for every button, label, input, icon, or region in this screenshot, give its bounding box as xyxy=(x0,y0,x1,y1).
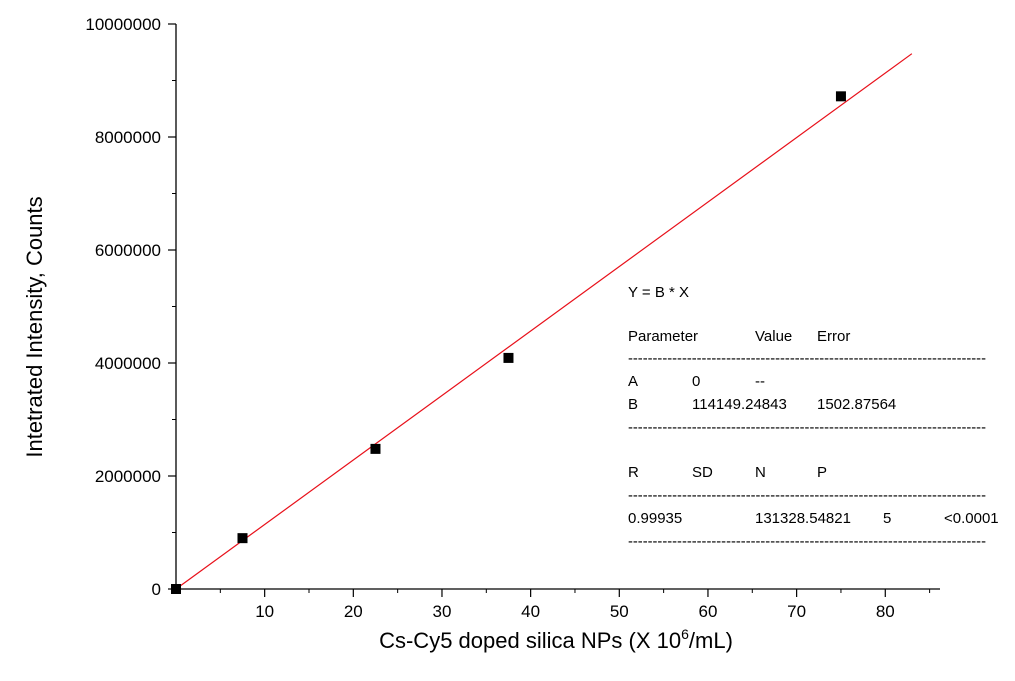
axes xyxy=(175,24,940,590)
y-tick-label: 8000000 xyxy=(95,128,161,147)
y-tick-label: 0 xyxy=(152,580,161,599)
data-points xyxy=(171,91,846,594)
param-b-error: 1502.87564 xyxy=(817,396,896,413)
separator-line: ----------------------------------------… xyxy=(628,350,986,367)
param-header-error: Error xyxy=(817,328,850,345)
stat-n-value: 5 xyxy=(883,510,891,527)
fit-results-table: Y = B * X Parameter Value Error --------… xyxy=(628,284,999,550)
x-tick-label: 80 xyxy=(876,602,895,621)
fit-equation: Y = B * X xyxy=(628,284,689,301)
stat-header-r: R xyxy=(628,464,639,481)
x-tick-label: 50 xyxy=(610,602,629,621)
separator-line: ----------------------------------------… xyxy=(628,533,986,550)
y-tick-label: 10000000 xyxy=(85,15,161,34)
stat-r-value: 0.99935 xyxy=(628,510,682,527)
separator-line: ----------------------------------------… xyxy=(628,487,986,504)
stat-header-p: P xyxy=(817,464,827,481)
data-point xyxy=(171,584,181,594)
tick-labels: 10 20 30 40 50 60 70 80020000004000000600000080… xyxy=(85,15,894,621)
data-point xyxy=(237,533,248,544)
y-tick-label: 2000000 xyxy=(95,467,161,486)
x-tick-label: 10 xyxy=(255,602,274,621)
param-a-name: A xyxy=(628,373,638,390)
x-axis-title-superscript: 6 xyxy=(681,626,689,642)
data-point xyxy=(503,352,514,363)
x-axis-title-suffix: /mL) xyxy=(689,628,733,653)
param-a-value: 0 xyxy=(692,373,700,390)
stat-p-value: <0.0001 xyxy=(944,510,999,527)
ticks xyxy=(168,23,931,597)
stat-header-n: N xyxy=(755,464,766,481)
x-tick-label: 60 xyxy=(698,602,717,621)
data-point xyxy=(370,443,381,454)
param-header-value: Value xyxy=(755,328,792,345)
y-tick-label: 4000000 xyxy=(95,354,161,373)
fit-line-group xyxy=(175,53,913,590)
separator-line: ----------------------------------------… xyxy=(628,419,986,436)
y-axis-title: Intetrated Intensity, Counts xyxy=(22,196,47,457)
x-tick-label: 30 xyxy=(433,602,452,621)
param-b-value: 114149.24843 xyxy=(692,396,787,413)
param-header-parameter: Parameter xyxy=(628,328,698,345)
y-tick-label: 6000000 xyxy=(95,241,161,260)
stat-header-sd: SD xyxy=(692,464,713,481)
x-tick-label: 70 xyxy=(787,602,806,621)
x-tick-label: 20 xyxy=(344,602,363,621)
stat-sd-value: 131328.54821 xyxy=(755,510,851,527)
data-point xyxy=(835,91,846,102)
fit-line xyxy=(175,53,913,590)
x-axis-title-main: Cs-Cy5 doped silica NPs (X 10 xyxy=(379,628,681,653)
param-a-error: -- xyxy=(755,373,765,390)
param-b-name: B xyxy=(628,396,638,413)
x-axis-title: Cs-Cy5 doped silica NPs (X 106/mL) xyxy=(379,626,733,653)
x-tick-label: 40 xyxy=(521,602,540,621)
